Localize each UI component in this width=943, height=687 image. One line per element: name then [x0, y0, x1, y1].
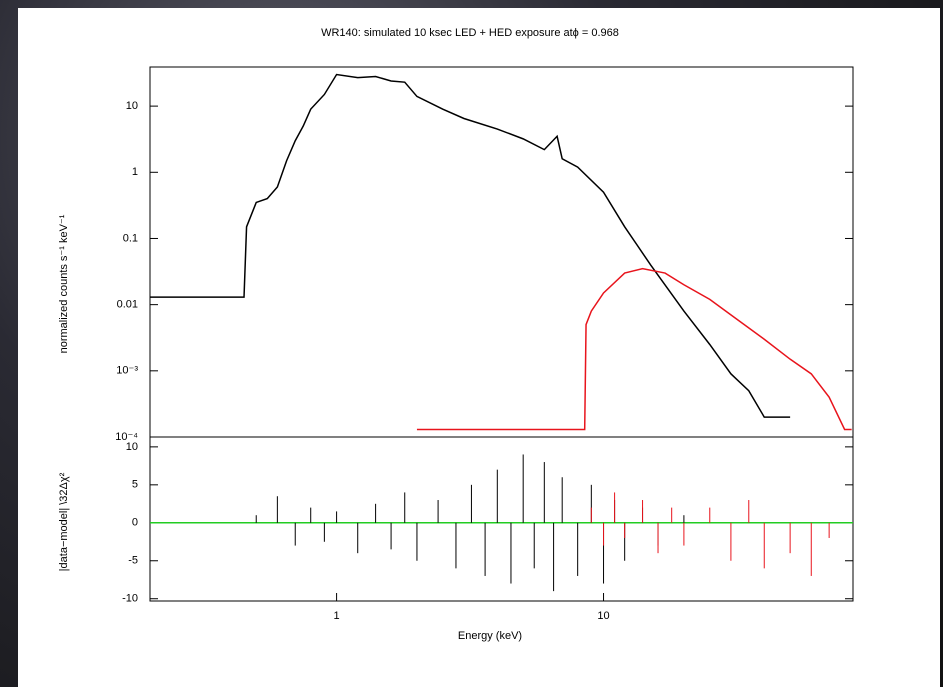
- y-axis-label: normalized counts s⁻¹ keV⁻¹: [58, 214, 70, 353]
- x-axis-label: Energy (keV): [458, 630, 522, 642]
- y-axis-label: |data−model| \32Δχ²: [58, 472, 70, 571]
- y-tick-label: 5: [132, 479, 138, 491]
- x-tick-label: 10: [597, 610, 609, 622]
- y-tick-label: 1: [132, 166, 138, 178]
- chart-title: WR140: simulated 10 ksec LED + HED expos…: [321, 27, 619, 39]
- y-tick-label: 10: [126, 100, 138, 112]
- y-tick-label: 0.01: [117, 299, 138, 311]
- y-tick-label: 0: [132, 517, 138, 529]
- y-tick-label: -5: [128, 555, 138, 567]
- y-tick-label: 0.1: [123, 232, 138, 244]
- spectrum-line: [416, 267, 852, 431]
- spectrum-line: [150, 73, 791, 418]
- y-tick-label: 10: [126, 441, 138, 453]
- plot-frame: [149, 436, 854, 602]
- y-tick-label: 10⁻³: [116, 365, 138, 377]
- panel: [18, 8, 940, 687]
- y-tick-label: 10⁻⁴: [115, 431, 138, 443]
- y-tick-label: -10: [122, 593, 138, 605]
- x-tick-label: 1: [334, 610, 340, 622]
